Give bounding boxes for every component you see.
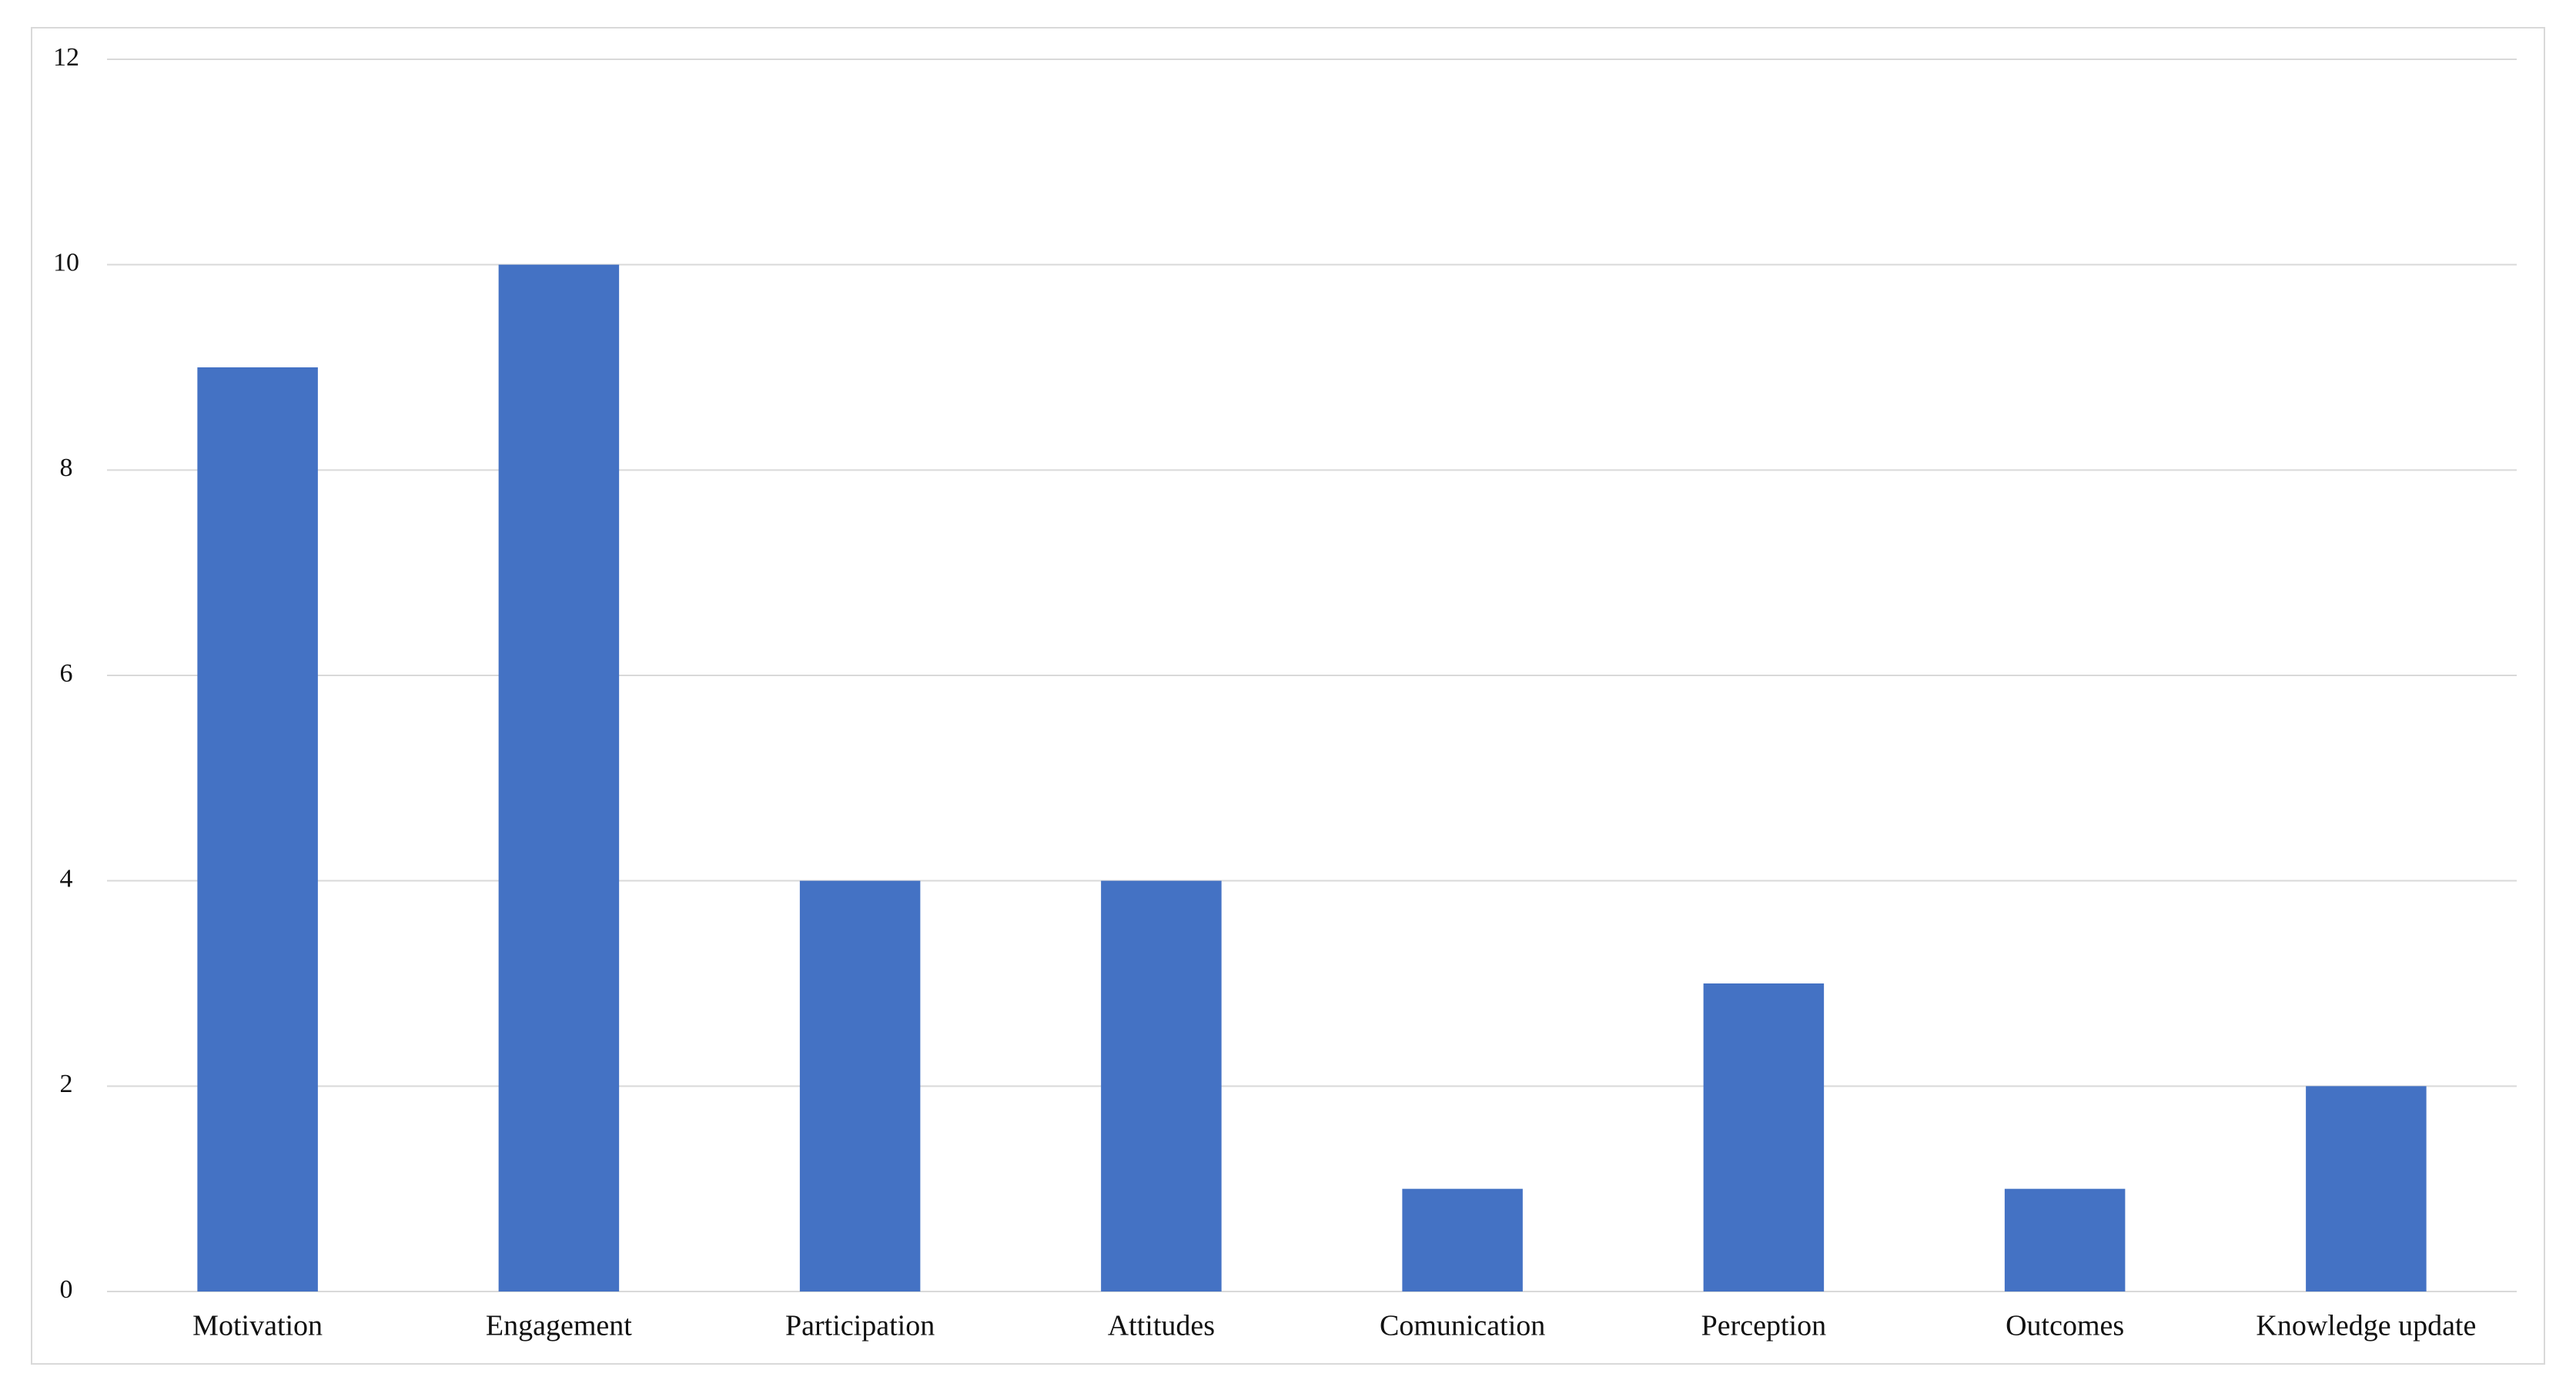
bar (2004, 1188, 2126, 1292)
x-tick-label: Comunication (1380, 1310, 1545, 1342)
chart-frame (31, 27, 2545, 1365)
y-tick-label: 6 (60, 659, 73, 688)
y-tick-label: 8 (60, 454, 73, 482)
bar (799, 880, 921, 1292)
x-tick-label: Participation (785, 1310, 935, 1342)
bar (1101, 880, 1222, 1292)
x-tick-label: Knowledge update (2256, 1310, 2476, 1342)
x-tick-label: Motivation (192, 1310, 323, 1342)
x-tick-label: Attitudes (1108, 1310, 1215, 1342)
y-tick-label: 4 (60, 864, 73, 893)
y-tick-label: 10 (53, 248, 79, 276)
y-tick-label: 0 (60, 1275, 73, 1304)
x-tick-label: Outcomes (2006, 1310, 2124, 1342)
bar (498, 264, 620, 1292)
x-tick-label: Perception (1701, 1310, 1827, 1342)
bar (1402, 1188, 1523, 1292)
y-tick-label: 2 (60, 1070, 73, 1098)
y-tick-label: 12 (53, 43, 79, 72)
bar (197, 367, 318, 1292)
x-tick-label: Engagement (486, 1310, 632, 1342)
bar (1703, 983, 1825, 1292)
bar (2306, 1086, 2427, 1292)
